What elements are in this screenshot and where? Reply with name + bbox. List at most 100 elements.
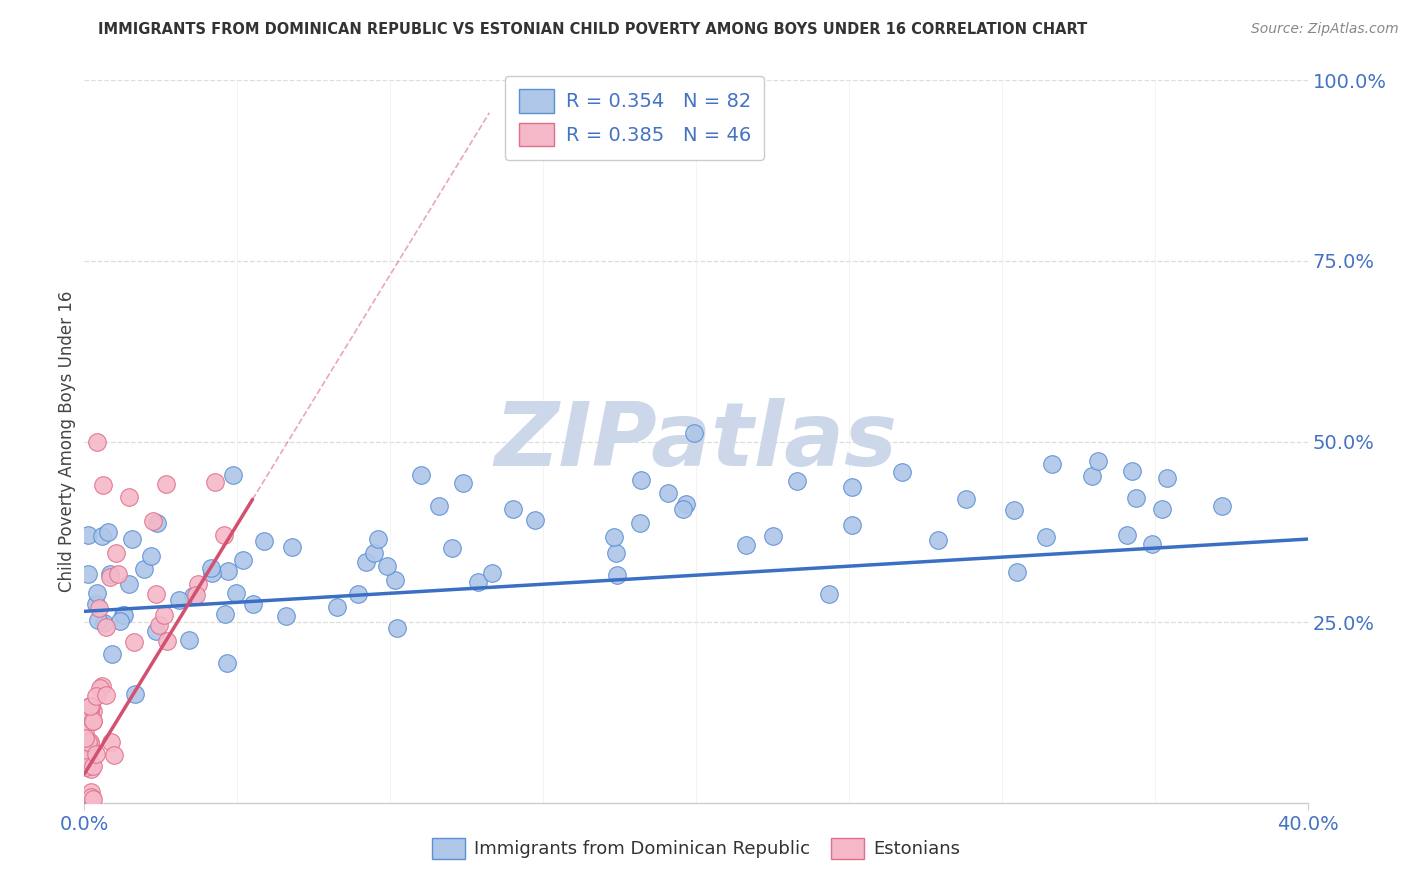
- Point: [384, 573, 406, 587]
- Point: [441, 541, 464, 555]
- Point: [502, 501, 524, 516]
- Point: [346, 587, 368, 601]
- Point: [105, 546, 128, 560]
- Point: [606, 568, 628, 582]
- Text: Source: ZipAtlas.com: Source: ZipAtlas.com: [1251, 22, 1399, 37]
- Point: [101, 647, 124, 661]
- Point: [134, 562, 156, 576]
- Point: [187, 577, 209, 591]
- Point: [201, 566, 224, 580]
- Point: [467, 575, 489, 590]
- Point: [217, 564, 239, 578]
- Point: [82, 792, 104, 806]
- Point: [605, 546, 627, 560]
- Point: [79, 735, 101, 749]
- Point: [409, 467, 432, 482]
- Point: [96, 620, 118, 634]
- Point: [82, 704, 104, 718]
- Point: [1156, 470, 1178, 484]
- Point: [79, 699, 101, 714]
- Point: [108, 614, 131, 628]
- Point: [98, 566, 121, 581]
- Point: [232, 553, 254, 567]
- Point: [214, 607, 236, 622]
- Point: [139, 549, 162, 564]
- Point: [117, 576, 139, 591]
- Point: [628, 516, 651, 530]
- Point: [107, 566, 129, 581]
- Point: [91, 679, 114, 693]
- Point: [1035, 530, 1057, 544]
- Point: [735, 538, 758, 552]
- Point: [1004, 503, 1026, 517]
- Point: [786, 474, 808, 488]
- Point: [87, 600, 110, 615]
- Point: [145, 587, 167, 601]
- Point: [1005, 566, 1028, 580]
- Point: [75, 725, 97, 739]
- Point: [385, 621, 408, 635]
- Point: [630, 474, 652, 488]
- Point: [100, 734, 122, 748]
- Point: [155, 633, 177, 648]
- Point: [146, 516, 169, 531]
- Point: [1116, 528, 1139, 542]
- Legend: Immigrants from Dominican Republic, Estonians: Immigrants from Dominican Republic, Esto…: [425, 830, 967, 866]
- Point: [841, 517, 863, 532]
- Point: [79, 698, 101, 713]
- Point: [111, 608, 134, 623]
- Point: [955, 492, 977, 507]
- Point: [1081, 469, 1104, 483]
- Point: [1211, 500, 1233, 514]
- Point: [215, 657, 238, 671]
- Point: [367, 533, 389, 547]
- Point: [451, 476, 474, 491]
- Point: [375, 558, 398, 573]
- Point: [155, 476, 177, 491]
- Point: [93, 615, 115, 630]
- Point: [204, 475, 226, 490]
- Point: [253, 533, 276, 548]
- Point: [145, 624, 167, 638]
- Point: [82, 759, 104, 773]
- Point: [363, 546, 385, 560]
- Point: [184, 588, 207, 602]
- Point: [142, 514, 165, 528]
- Point: [118, 490, 141, 504]
- Point: [354, 555, 377, 569]
- Point: [112, 608, 135, 623]
- Point: [524, 513, 547, 527]
- Point: [1125, 491, 1147, 505]
- Point: [841, 480, 863, 494]
- Point: [86, 747, 108, 761]
- Point: [98, 570, 121, 584]
- Point: [148, 618, 170, 632]
- Point: [79, 698, 101, 713]
- Point: [76, 528, 98, 542]
- Point: [274, 608, 297, 623]
- Point: [82, 714, 104, 728]
- Point: [82, 714, 104, 728]
- Point: [121, 532, 143, 546]
- Point: [242, 597, 264, 611]
- Point: [77, 735, 100, 749]
- Point: [326, 599, 349, 614]
- Point: [84, 689, 107, 703]
- Point: [76, 746, 98, 760]
- Point: [427, 499, 450, 513]
- Point: [481, 566, 503, 580]
- Point: [762, 529, 785, 543]
- Point: [200, 561, 222, 575]
- Point: [86, 585, 108, 599]
- Point: [86, 434, 108, 449]
- Point: [181, 589, 204, 603]
- Point: [124, 687, 146, 701]
- Text: ZIPatlas: ZIPatlas: [495, 398, 897, 485]
- Point: [225, 585, 247, 599]
- Point: [80, 762, 103, 776]
- Point: [124, 634, 146, 648]
- Point: [177, 632, 200, 647]
- Point: [84, 597, 107, 611]
- Point: [153, 607, 176, 622]
- Point: [222, 468, 245, 483]
